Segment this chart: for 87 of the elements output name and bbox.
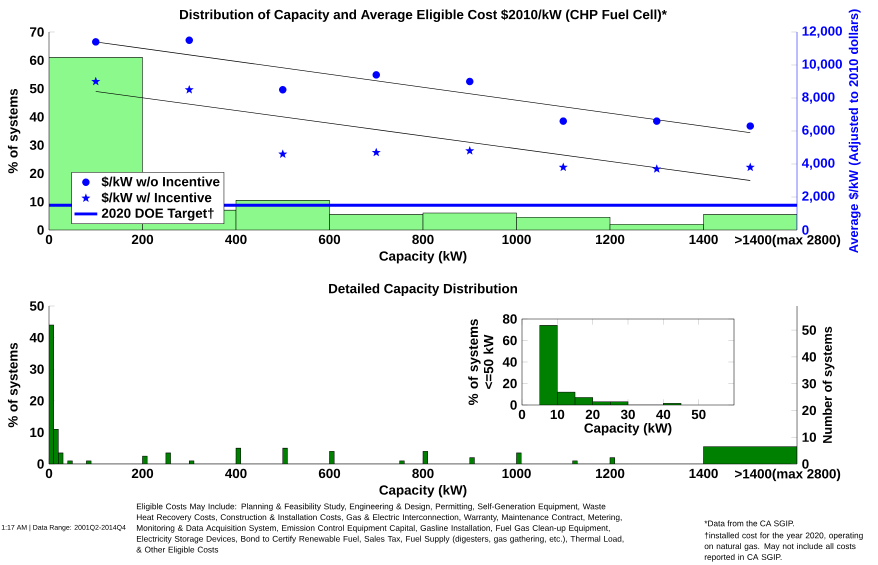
x-tick-label: 600 xyxy=(318,234,340,244)
y-tick-label: 40 xyxy=(30,112,44,122)
x-tick-label: 0 xyxy=(46,234,52,244)
y-tick-label: 20 xyxy=(30,168,44,178)
x-tick-label: >1400(max 2800) xyxy=(735,468,840,482)
point xyxy=(466,78,474,86)
x-tick-label: 50 xyxy=(692,410,706,420)
point xyxy=(185,85,194,94)
y2-tick-label: 0 xyxy=(802,459,809,469)
point xyxy=(372,148,380,156)
point xyxy=(372,71,380,79)
x-tick-label: 20 xyxy=(586,410,600,420)
y-tick-label: 0 xyxy=(510,400,517,410)
y-axis-title: % of systems <=50 kW xyxy=(468,319,494,406)
point xyxy=(186,36,193,44)
y2-tick-label: 40 xyxy=(802,352,816,362)
point xyxy=(278,150,287,158)
y-tick-label: 50 xyxy=(30,84,44,94)
y-axis-title: % of systems xyxy=(8,342,20,428)
y-tick-label: 60 xyxy=(30,56,44,65)
point xyxy=(92,77,100,86)
x-axis-title: Capacity (kW) xyxy=(379,250,466,264)
ref-line-label: 2020 DOE Target† xyxy=(102,208,214,221)
x-tick-label: 0 xyxy=(518,410,526,420)
text: *Data from the CA SGIP. xyxy=(704,520,794,526)
y-tick-label: 20 xyxy=(502,378,517,388)
y-tick-label: 80 xyxy=(502,314,517,324)
x-axis-title: Capacity (kW) xyxy=(584,422,672,436)
y2-tick-label: 8,000 xyxy=(802,92,835,104)
x-tick-label: 600 xyxy=(318,468,340,478)
x-axis-title: Capacity (kW) xyxy=(379,484,466,498)
x-tick-label: 1000 xyxy=(502,234,531,244)
y2-tick-label: 12,000 xyxy=(802,26,842,38)
point xyxy=(560,117,567,125)
y2-tick-label: 10 xyxy=(802,432,816,442)
x-tick-label: 400 xyxy=(225,468,247,478)
y2-tick-label: 2,000 xyxy=(802,191,835,203)
x-tick-label: 30 xyxy=(620,410,635,420)
x-tick-label: 400 xyxy=(225,234,247,244)
y2-tick-label: 6,000 xyxy=(802,125,835,137)
legend-label: $/kW w/ Incentive xyxy=(102,192,212,204)
point xyxy=(279,86,286,94)
y-tick-label: 0 xyxy=(37,459,44,469)
x-tick-label: 200 xyxy=(132,234,154,244)
y-tick-label: 50 xyxy=(30,301,44,311)
x-tick-label: 10 xyxy=(550,410,564,420)
y2-axis-title: Number of systems xyxy=(822,326,834,443)
y-tick-label: 20 xyxy=(30,396,44,406)
y-tick-label: 30 xyxy=(30,364,44,374)
point xyxy=(746,122,754,130)
x-tick-label: 800 xyxy=(412,468,434,478)
x-tick-label: 1400 xyxy=(690,468,718,478)
chart-title: Detailed Capacity Distribution xyxy=(329,284,517,296)
point xyxy=(466,146,474,154)
point xyxy=(652,164,661,172)
x-tick-label: >1400(max 2800) xyxy=(735,234,840,248)
point xyxy=(92,38,100,46)
legend-label: $/kW w/o Incentive xyxy=(102,176,220,188)
y-tick-label: 70 xyxy=(30,27,44,37)
y2-tick-label: 4,000 xyxy=(802,158,835,170)
x-tick-label: 800 xyxy=(412,234,434,244)
y-axis-title: % of systems xyxy=(8,88,20,174)
x-tick-label: 40 xyxy=(656,410,670,420)
point xyxy=(653,117,660,125)
y2-axis-title: Average $/kW (Adjusted to 2010 dollars) xyxy=(848,9,861,253)
y2-tick-label: 0 xyxy=(802,225,809,235)
x-tick-label: 1400 xyxy=(690,234,718,244)
y-tick-label: 10 xyxy=(30,428,44,438)
y2-tick-label: 50 xyxy=(802,325,816,335)
x-tick-label: 1000 xyxy=(502,468,531,478)
x-tick-label: 1200 xyxy=(596,234,624,244)
y2-tick-label: 30 xyxy=(802,378,816,388)
point xyxy=(746,163,754,171)
point xyxy=(559,163,568,171)
y-tick-label: 10 xyxy=(30,196,44,206)
y2-tick-label: 10,000 xyxy=(802,59,842,71)
x-tick-label: 0 xyxy=(46,468,52,478)
y-tick-label: 40 xyxy=(30,332,44,342)
chart-title: Distribution of Capacity and Average Eligible Cost $2010/kW (CHP Fuel Cell)* xyxy=(180,9,667,22)
y-tick-label: 30 xyxy=(30,140,44,150)
text: †installed cost for the year 2020, operating on natural gas. May not include all costs reported in CA SGIP. xyxy=(704,532,863,562)
y-tick-label: 40 xyxy=(502,357,517,367)
x-tick-label: 200 xyxy=(132,468,154,478)
text: Eligible Costs May Include: Planning & Feasibility Study, Engineering & Design, Permitting, Self-Generation Equipment, Waste Heat Recovery Costs, Construction & Installation Costs, Gas & Electric Interconnection, Warranty, Maintenance Contract, Metering, Monitoring & Data Acquisition System, Emission Control Equipment Capital, Gasline Installation, Fuel Gas Clean-up Equipment, Electricity Storage Devices, Bond to Certify Renewable Fuel, Sales Tax, Fuel Supply (digesters, gas gathering, etc.), Thermal Load, & Other Eligible Costs xyxy=(136,503,624,554)
x-tick-label: 1200 xyxy=(596,468,624,478)
y-tick-label: 0 xyxy=(37,225,44,235)
y-tick-label: 60 xyxy=(502,336,517,346)
